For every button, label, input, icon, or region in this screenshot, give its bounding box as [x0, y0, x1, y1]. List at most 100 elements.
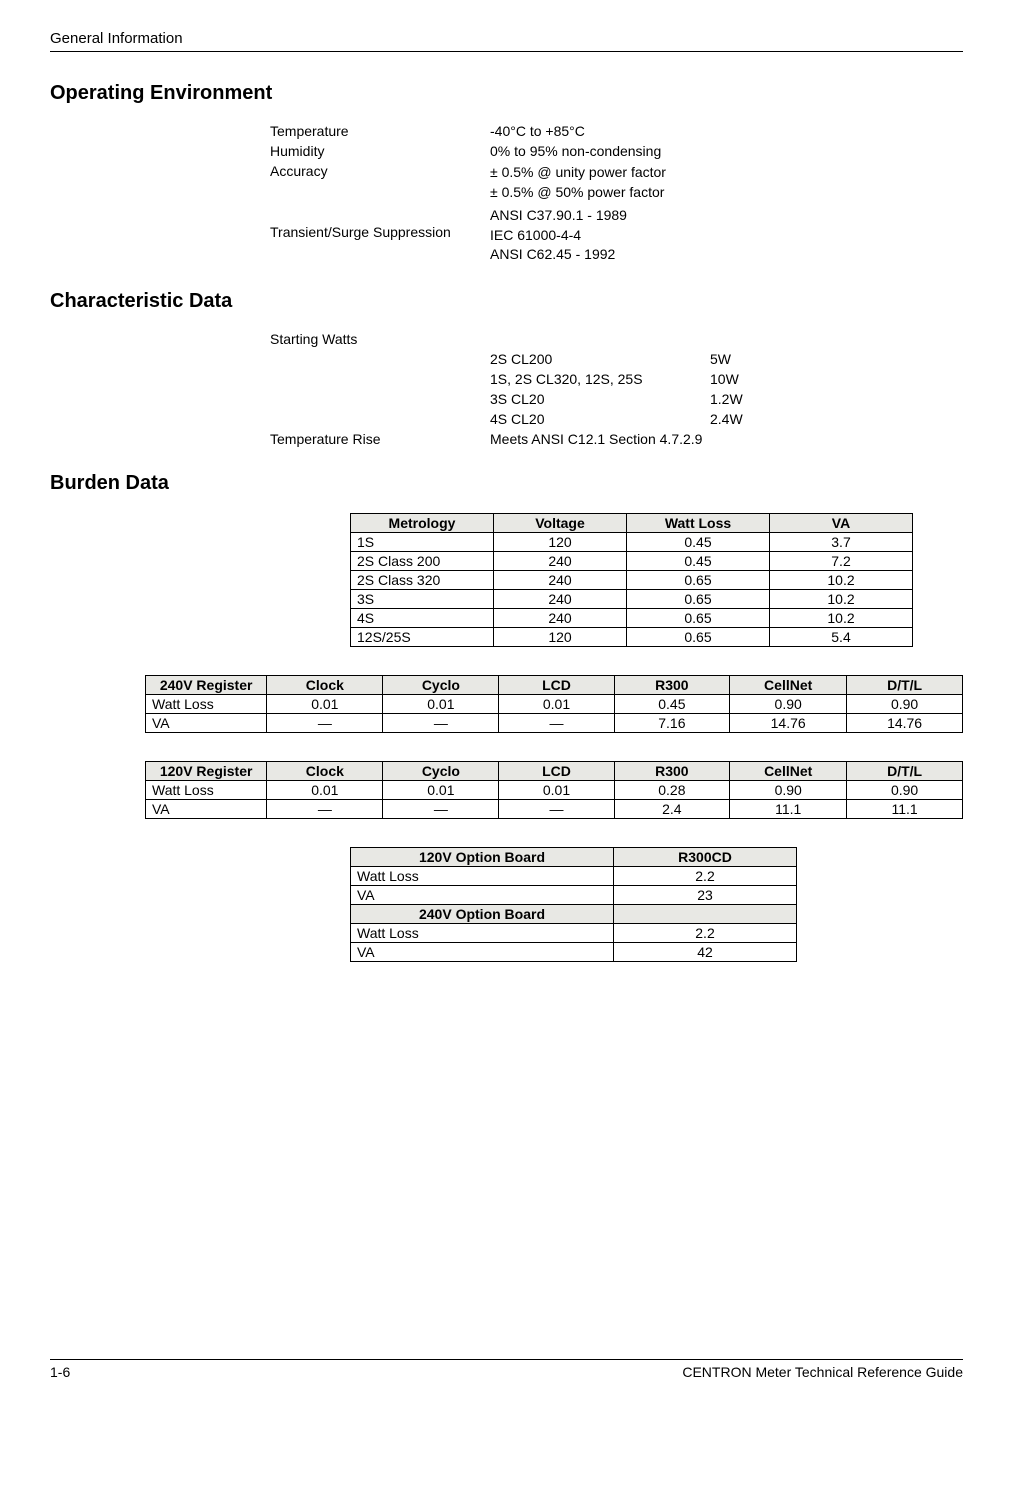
- page-header: General Information: [50, 30, 963, 47]
- section-heading-char-data: Characteristic Data: [50, 290, 963, 313]
- table-row: 2S Class 3202400.6510.2: [351, 570, 913, 589]
- table-row: Watt Loss0.010.010.010.280.900.90: [146, 780, 963, 799]
- c: VA: [351, 942, 614, 961]
- sw-k3: 4S CL20: [490, 411, 710, 427]
- table-row: Temperature -40°C to +85°C: [270, 123, 963, 139]
- col-metrology: Metrology: [351, 513, 494, 532]
- c: 0.90: [730, 780, 847, 799]
- c: 3S: [351, 589, 494, 608]
- transient-line3: ANSI C62.45 - 1992: [490, 245, 627, 265]
- table-row: Humidity 0% to 95% non-condensing: [270, 143, 963, 159]
- c: 14.76: [730, 713, 847, 732]
- header-rule: [50, 51, 963, 52]
- c: 0.01: [383, 780, 499, 799]
- table-row: 4S2400.6510.2: [351, 608, 913, 627]
- c: Watt Loss: [351, 923, 614, 942]
- label-accuracy: Accuracy: [270, 163, 490, 202]
- c: 0.01: [499, 694, 614, 713]
- c: 14.76: [847, 713, 963, 732]
- c: 0.01: [267, 780, 383, 799]
- c: 1S: [351, 532, 494, 551]
- c: 0.90: [847, 694, 963, 713]
- c: 0.28: [614, 780, 730, 799]
- c: —: [499, 713, 614, 732]
- char-data-table2: Temperature Rise Meets ANSI C12.1 Sectio…: [270, 431, 963, 447]
- c: 23: [614, 885, 797, 904]
- c: 10.2: [770, 608, 913, 627]
- col: 240V Register: [146, 675, 267, 694]
- c: 0.65: [627, 589, 770, 608]
- option-board-table: 120V Option Board R300CD Watt Loss2.2 VA…: [350, 847, 797, 962]
- metrology-table-wrap: Metrology Voltage Watt Loss VA 1S1200.45…: [350, 513, 963, 647]
- c: 2.4: [614, 799, 730, 818]
- section-heading-burden: Burden Data: [50, 472, 963, 495]
- sw-v2: 1.2W: [710, 391, 743, 407]
- col: Cyclo: [383, 675, 499, 694]
- table-header-row: 120V Option Board R300CD: [351, 847, 797, 866]
- label-starting-watts: Starting Watts: [270, 331, 490, 347]
- sw-k2: 3S CL20: [490, 391, 710, 407]
- table-row: VA———2.411.111.1: [146, 799, 963, 818]
- col-wattloss: Watt Loss: [627, 513, 770, 532]
- table-header-row: 120V Register Clock Cyclo LCD R300 CellN…: [146, 761, 963, 780]
- c: 0.01: [383, 694, 499, 713]
- table-row: Temperature Rise Meets ANSI C12.1 Sectio…: [270, 431, 963, 447]
- reg240-table: 240V Register Clock Cyclo LCD R300 CellN…: [145, 675, 963, 733]
- c: 3.7: [770, 532, 913, 551]
- col: R300: [614, 675, 730, 694]
- c: 10.2: [770, 589, 913, 608]
- c: Watt Loss: [351, 866, 614, 885]
- section-heading-op-env: Operating Environment: [50, 82, 963, 105]
- table-row: Watt Loss0.010.010.010.450.900.90: [146, 694, 963, 713]
- table-row: 3S CL20 1.2W: [490, 391, 963, 407]
- c: 0.01: [267, 694, 383, 713]
- c: 2S Class 320: [351, 570, 494, 589]
- sw-k0: 2S CL200: [490, 351, 710, 367]
- c: —: [267, 713, 383, 732]
- c: 0.90: [730, 694, 847, 713]
- option-board-table-wrap: 120V Option Board R300CD Watt Loss2.2 VA…: [350, 847, 963, 962]
- col: Cyclo: [383, 761, 499, 780]
- table-row: 12S/25S1200.655.4: [351, 627, 913, 646]
- sw-v3: 2.4W: [710, 411, 743, 427]
- table-header-row: Metrology Voltage Watt Loss VA: [351, 513, 913, 532]
- table-row: 4S CL20 2.4W: [490, 411, 963, 427]
- op-env-table: Temperature -40°C to +85°C Humidity 0% t…: [270, 123, 963, 265]
- sw-k1: 1S, 2S CL320, 12S, 25S: [490, 371, 710, 387]
- c: 2.2: [614, 923, 797, 942]
- value-temperature: -40°C to +85°C: [490, 123, 585, 139]
- table-row: VA———7.1614.7614.76: [146, 713, 963, 732]
- table-row: 1S1200.453.7: [351, 532, 913, 551]
- c: VA: [146, 799, 267, 818]
- label-temp-rise: Temperature Rise: [270, 431, 490, 447]
- col: D/T/L: [847, 675, 963, 694]
- reg240-table-wrap: 240V Register Clock Cyclo LCD R300 CellN…: [145, 675, 963, 733]
- table-row: 2S CL200 5W: [490, 351, 963, 367]
- footer-row: 1-6 CENTRON Meter Technical Reference Gu…: [50, 1360, 963, 1380]
- table-row: Accuracy ± 0.5% @ unity power factor ± 0…: [270, 163, 963, 202]
- c: 240: [494, 551, 627, 570]
- col: 240V Option Board: [351, 904, 614, 923]
- col: LCD: [499, 761, 614, 780]
- reg120-table-wrap: 120V Register Clock Cyclo LCD R300 CellN…: [145, 761, 963, 819]
- page: General Information Operating Environmen…: [0, 0, 1013, 1400]
- col: 120V Register: [146, 761, 267, 780]
- label-transient: Transient/Surge Suppression: [270, 206, 490, 265]
- c: VA: [146, 713, 267, 732]
- c: Watt Loss: [146, 780, 267, 799]
- table-row: Starting Watts: [270, 331, 963, 347]
- c: 120: [494, 627, 627, 646]
- c: —: [383, 713, 499, 732]
- value-transient: ANSI C37.90.1 - 1989 IEC 61000-4-4 ANSI …: [490, 206, 627, 265]
- table-row: 3S2400.6510.2: [351, 589, 913, 608]
- col: CellNet: [730, 675, 847, 694]
- transient-line2: IEC 61000-4-4: [490, 226, 627, 246]
- c: 5.4: [770, 627, 913, 646]
- table-row: Watt Loss2.2: [351, 866, 797, 885]
- c: 0.65: [627, 627, 770, 646]
- c: 0.90: [847, 780, 963, 799]
- c: —: [383, 799, 499, 818]
- col: LCD: [499, 675, 614, 694]
- c: 11.1: [847, 799, 963, 818]
- col: D/T/L: [847, 761, 963, 780]
